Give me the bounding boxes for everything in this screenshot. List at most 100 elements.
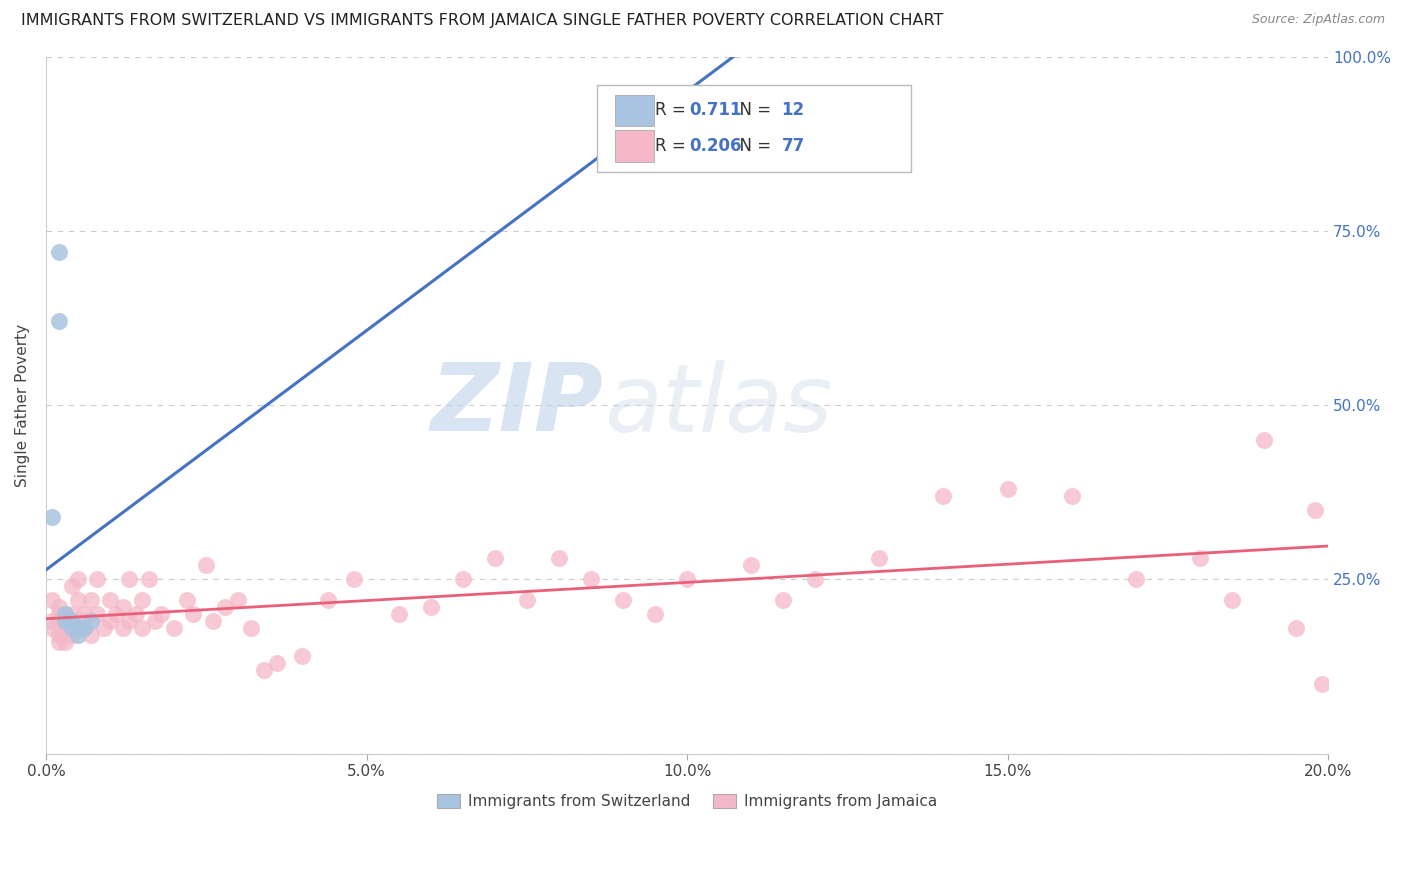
Point — [201, 614, 224, 628]
Point — [387, 607, 409, 622]
Point — [53, 614, 76, 628]
Point — [41, 614, 63, 628]
Point — [53, 635, 76, 649]
Point — [316, 593, 339, 607]
Point — [48, 314, 70, 328]
Point — [226, 593, 249, 607]
Point — [1285, 621, 1308, 635]
Point — [98, 593, 121, 607]
Point — [1125, 572, 1147, 586]
Text: IMMIGRANTS FROM SWITZERLAND VS IMMIGRANTS FROM JAMAICA SINGLE FATHER POVERTY COR: IMMIGRANTS FROM SWITZERLAND VS IMMIGRANT… — [21, 13, 943, 29]
Point — [612, 593, 634, 607]
Point — [41, 509, 63, 524]
Point — [419, 600, 441, 615]
Point — [1253, 433, 1275, 447]
Text: 12: 12 — [782, 102, 804, 120]
Point — [772, 593, 794, 607]
Point — [195, 558, 218, 573]
FancyBboxPatch shape — [598, 85, 911, 171]
Text: Source: ZipAtlas.com: Source: ZipAtlas.com — [1251, 13, 1385, 27]
Text: N =: N = — [728, 136, 776, 154]
Point — [80, 593, 103, 607]
FancyBboxPatch shape — [616, 95, 654, 127]
Text: 0.206: 0.206 — [689, 136, 742, 154]
Point — [631, 98, 654, 112]
Text: 0.711: 0.711 — [689, 102, 742, 120]
Point — [253, 663, 276, 677]
Point — [60, 607, 83, 622]
Point — [111, 600, 134, 615]
Text: 77: 77 — [782, 136, 804, 154]
Point — [53, 621, 76, 635]
Point — [98, 614, 121, 628]
Point — [676, 572, 699, 586]
Point — [118, 614, 141, 628]
Point — [176, 593, 198, 607]
Y-axis label: Single Father Poverty: Single Father Poverty — [15, 324, 30, 487]
Point — [41, 593, 63, 607]
Point — [143, 614, 166, 628]
Point — [451, 572, 474, 586]
Point — [240, 621, 263, 635]
Point — [291, 648, 314, 663]
Point — [1188, 551, 1211, 566]
Point — [73, 607, 96, 622]
Legend: Immigrants from Switzerland, Immigrants from Jamaica: Immigrants from Switzerland, Immigrants … — [432, 789, 943, 815]
Text: R =: R = — [655, 136, 690, 154]
Text: ZIP: ZIP — [430, 359, 603, 451]
Point — [105, 607, 128, 622]
Point — [53, 607, 76, 622]
FancyBboxPatch shape — [616, 130, 654, 161]
Point — [118, 572, 141, 586]
Point — [214, 600, 236, 615]
Point — [80, 628, 103, 642]
Point — [183, 607, 205, 622]
Text: R =: R = — [655, 102, 690, 120]
Point — [73, 614, 96, 628]
Point — [266, 656, 288, 670]
Point — [48, 600, 70, 615]
Point — [48, 614, 70, 628]
Point — [163, 621, 186, 635]
Point — [80, 614, 103, 628]
Text: atlas: atlas — [603, 359, 832, 450]
Point — [60, 628, 83, 642]
Point — [60, 621, 83, 635]
Point — [740, 558, 762, 573]
Point — [66, 628, 89, 642]
Point — [86, 572, 108, 586]
Point — [932, 489, 955, 503]
Point — [53, 614, 76, 628]
Text: N =: N = — [728, 102, 776, 120]
Point — [1060, 489, 1083, 503]
Point — [66, 572, 89, 586]
Point — [66, 621, 89, 635]
Point — [131, 593, 153, 607]
Point — [60, 614, 83, 628]
Point — [138, 572, 160, 586]
Point — [150, 607, 173, 622]
Point — [1310, 677, 1333, 691]
Point — [1220, 593, 1243, 607]
Point — [73, 621, 96, 635]
Point — [53, 607, 76, 622]
Point — [125, 607, 148, 622]
Point — [60, 579, 83, 593]
Point — [343, 572, 366, 586]
Point — [644, 607, 666, 622]
Point — [579, 572, 602, 586]
Point — [547, 551, 569, 566]
Point — [48, 607, 70, 622]
Point — [131, 621, 153, 635]
Point — [93, 621, 115, 635]
Point — [804, 572, 827, 586]
Point — [86, 607, 108, 622]
Point — [484, 551, 506, 566]
Point — [66, 593, 89, 607]
Point — [66, 621, 89, 635]
Point — [48, 635, 70, 649]
Point — [48, 628, 70, 642]
Point — [1305, 502, 1327, 516]
Point — [60, 614, 83, 628]
Point — [48, 244, 70, 259]
